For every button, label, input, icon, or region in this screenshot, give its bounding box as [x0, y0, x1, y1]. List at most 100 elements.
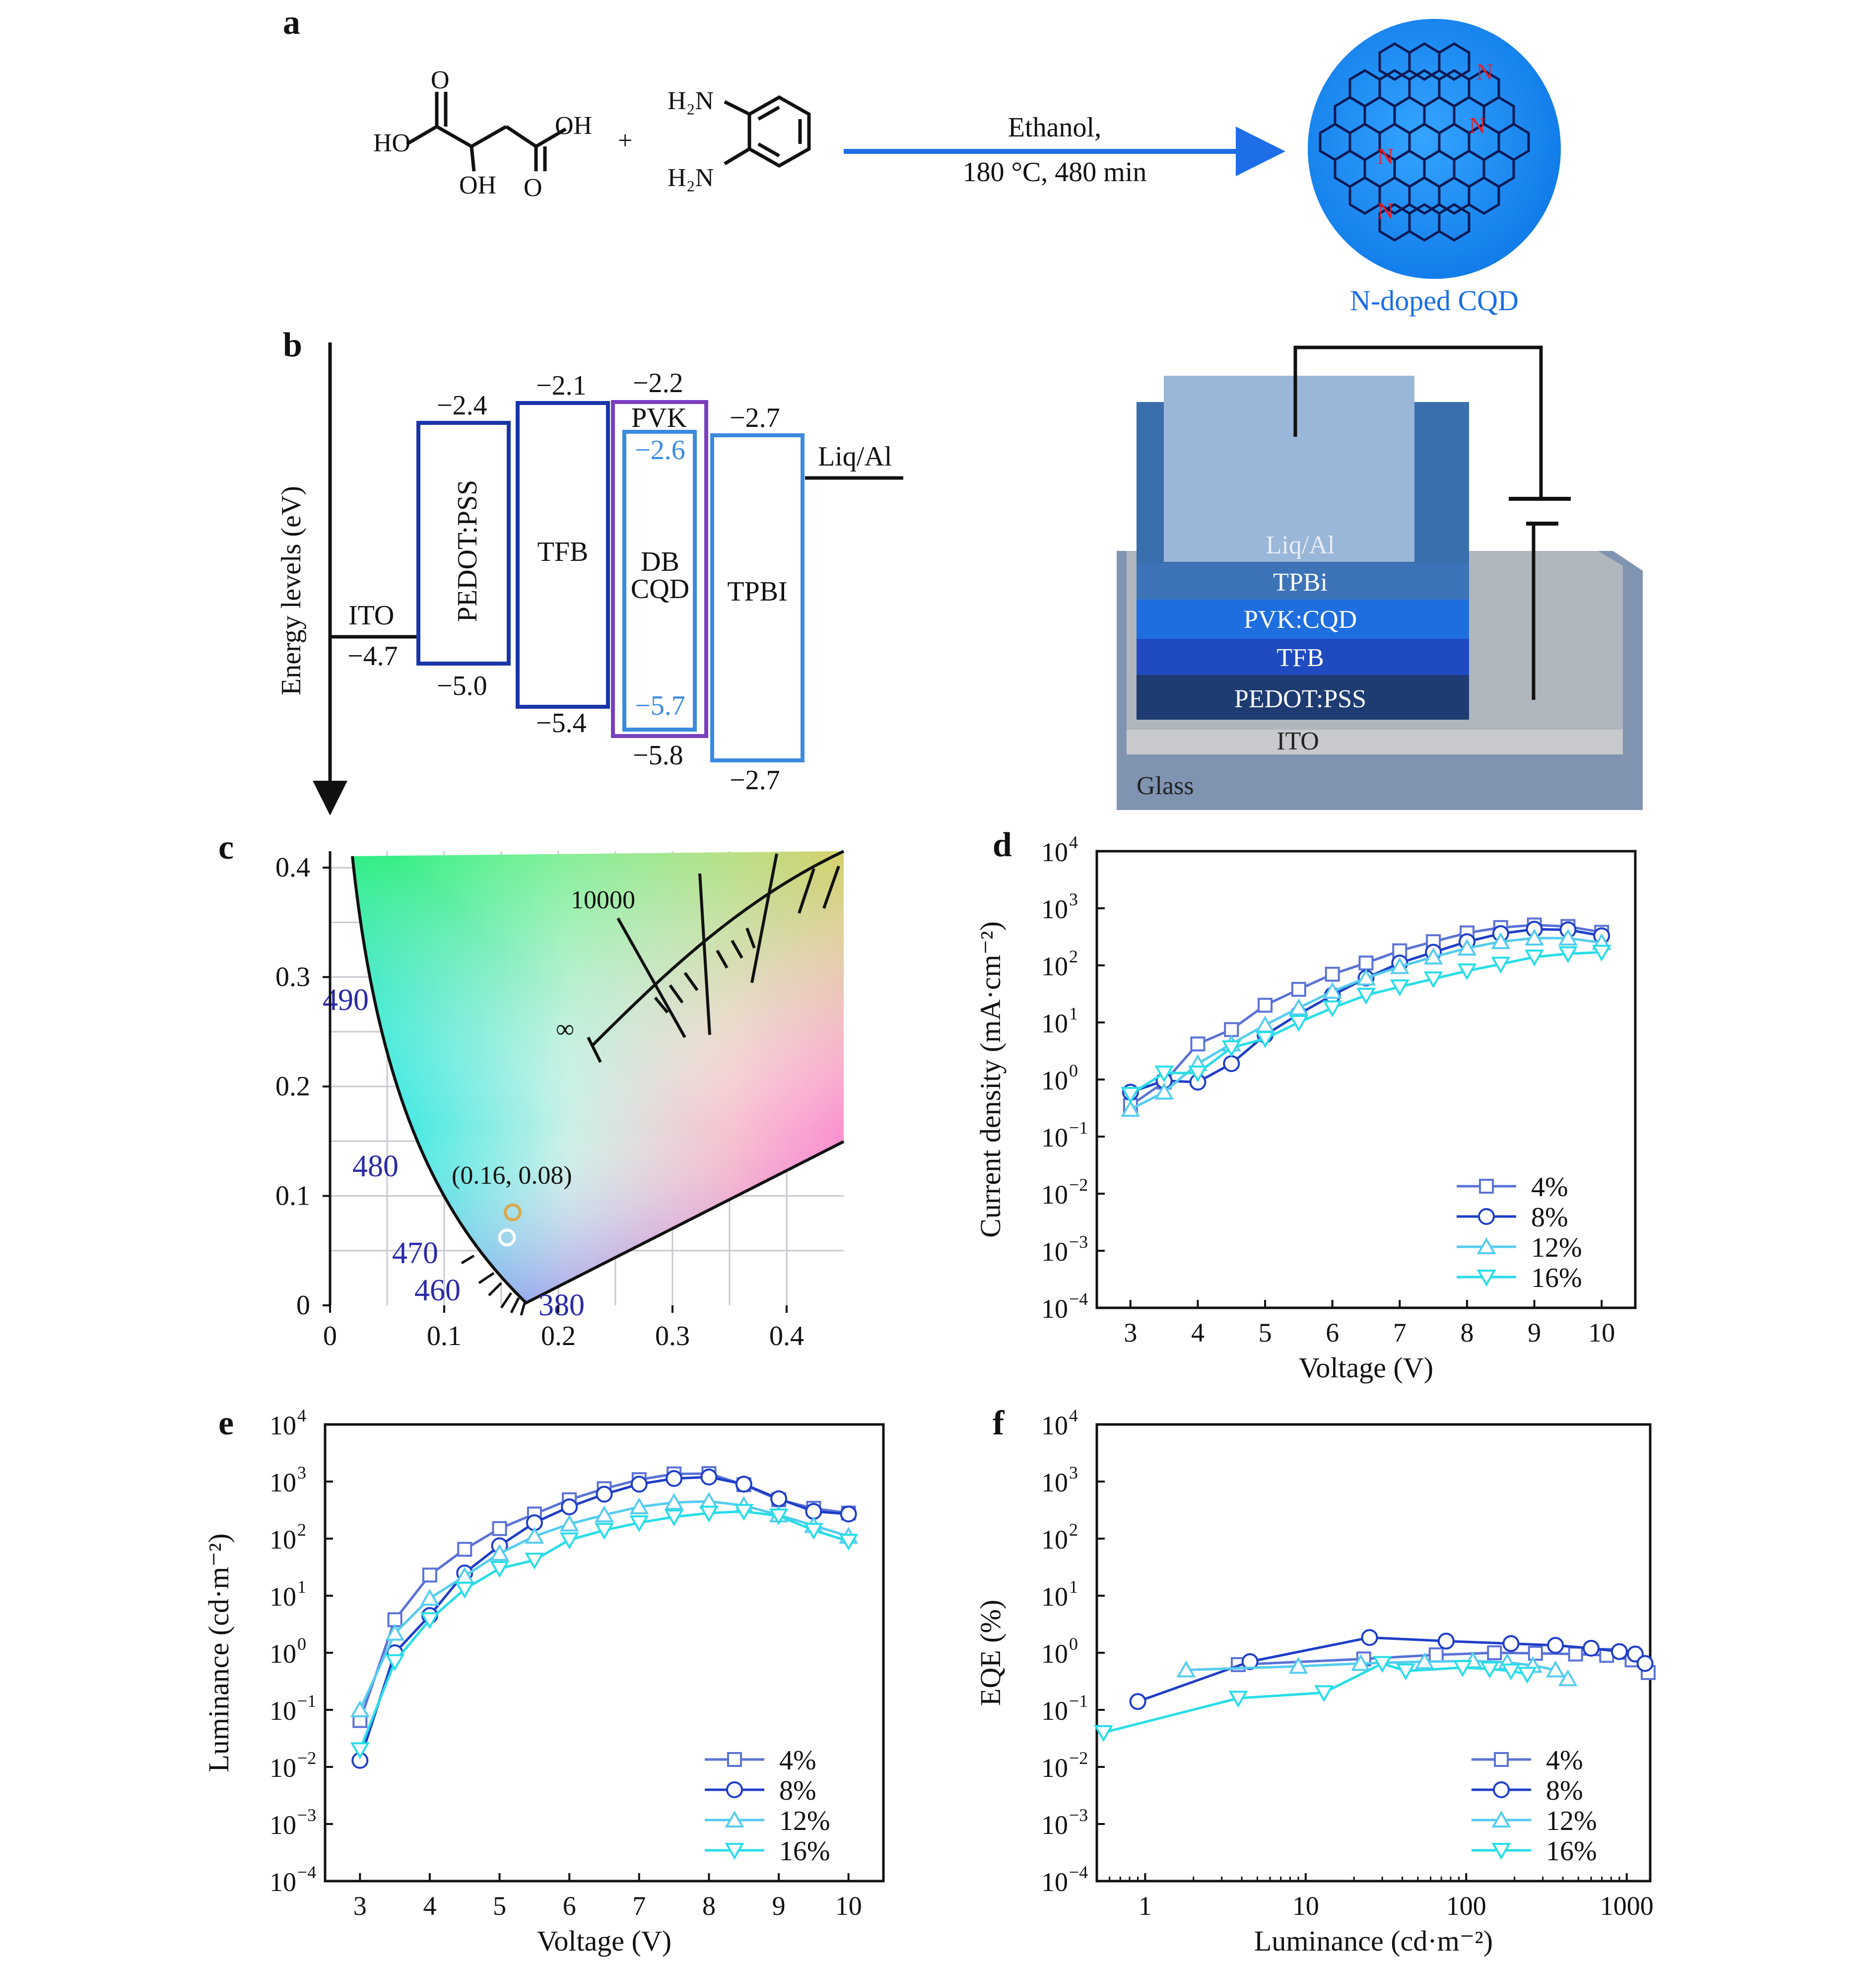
legend: 4%8%12%16% — [1472, 1745, 1597, 1867]
marker-triangle-up — [490, 1544, 510, 1561]
marker-triangle-down — [1558, 946, 1578, 963]
legend-label: 8% — [779, 1775, 816, 1806]
marker-triangle-down — [455, 1581, 474, 1599]
marker-triangle-up — [1356, 968, 1376, 986]
malic-o-bottom: O — [524, 174, 542, 202]
marker-triangle-down — [734, 1504, 754, 1521]
x-axis-title: Voltage (V) — [1299, 1352, 1433, 1384]
stack-label-tfb: TFB — [1276, 644, 1324, 672]
cie-x-tick-label: 0 — [323, 1321, 337, 1352]
legend-label: 4% — [779, 1745, 816, 1776]
x-tick-label: 1 — [1139, 1891, 1152, 1921]
marker-triangle-down — [1491, 1843, 1511, 1860]
cie-y-tick-label: 0 — [296, 1290, 310, 1321]
marker-triangle-down — [490, 1561, 510, 1578]
x-axis-title: Voltage (V) — [537, 1925, 671, 1957]
y-tick-exponent: −2 — [297, 1748, 316, 1768]
y-tick-exponent: 4 — [1069, 832, 1078, 852]
marker-square — [422, 1567, 437, 1583]
legend: 4%8%12%16% — [705, 1745, 830, 1867]
pvk-cqd-layer — [1137, 598, 1469, 639]
marker-circle — [1129, 1693, 1146, 1710]
y-tick-exponent: 4 — [1069, 1406, 1078, 1425]
condition-temperature-time: 180 °C, 480 min — [963, 157, 1147, 188]
marker-triangle-down — [1221, 1040, 1241, 1058]
marker-triangle-down — [769, 1508, 789, 1526]
y-tick-label: 10 — [1041, 1294, 1068, 1324]
marker-triangle-up — [525, 1527, 544, 1544]
x-tick-label: 9 — [1528, 1318, 1541, 1348]
marker-square — [1258, 998, 1273, 1013]
marker-triangle-up — [1176, 1660, 1196, 1678]
marker-triangle-up — [1121, 1100, 1140, 1117]
y-axis-title: Current density (mA·cm⁻²) — [974, 921, 1006, 1238]
y-tick-exponent: 0 — [297, 1634, 306, 1654]
y-tick-label: 10 — [269, 1753, 296, 1783]
tpbi-box — [710, 433, 804, 762]
marker-square — [1325, 966, 1340, 982]
circuit-wire-top — [1293, 345, 1543, 499]
y-tick-label: 10 — [269, 1810, 296, 1840]
marker-circle — [666, 1470, 683, 1487]
cqd-name-1: DB — [641, 546, 679, 577]
y-tick-exponent: −4 — [297, 1862, 316, 1882]
marker-triangle-down — [1289, 1015, 1309, 1032]
y-tick-exponent: 2 — [1069, 1520, 1078, 1540]
marker-circle — [770, 1490, 788, 1507]
y-tick-label: 10 — [1041, 837, 1068, 867]
y-tick-label: 10 — [1041, 1066, 1068, 1095]
pvk-top: −2.2 — [633, 368, 683, 399]
y-tick-label: 10 — [269, 1867, 296, 1897]
marker-triangle-up — [1525, 929, 1544, 946]
y-tick-exponent: 2 — [1069, 947, 1078, 966]
y-tick-exponent: 1 — [1069, 1004, 1078, 1023]
y-tick-exponent: −4 — [1069, 1862, 1088, 1882]
cie-coordinate-point — [504, 1203, 522, 1221]
y-tick-label: 10 — [1041, 1123, 1068, 1152]
tfb-top: −2.1 — [536, 370, 587, 401]
cie-points — [498, 1203, 522, 1247]
marker-triangle-down — [525, 1553, 544, 1570]
panel-a-label: a — [283, 3, 300, 42]
legend-label: 16% — [1531, 1263, 1582, 1293]
marker-circle — [1437, 1632, 1455, 1650]
cie-y-tick-label: 0.4 — [275, 852, 310, 883]
y-tick-exponent: −1 — [297, 1691, 316, 1711]
marker-square — [1291, 982, 1306, 997]
marker-square — [1358, 955, 1374, 971]
marker-triangle-down — [1255, 1031, 1275, 1048]
marker-triangle-down — [1188, 1065, 1207, 1082]
panel-d-chart: d10 −410 −310 −210 −110 010 110 210 310 43 4 5 6 7 8 9 1… — [974, 826, 1637, 1384]
marker-triangle-up — [1476, 1237, 1496, 1254]
n-doped-cqd-dot: N N N N — [1308, 19, 1561, 279]
y-tick-exponent: 3 — [1069, 889, 1078, 909]
y-tick-exponent: −3 — [1069, 1232, 1088, 1252]
marker-triangle-down — [1517, 1667, 1537, 1684]
cie-x-tick-label: 0.2 — [541, 1321, 576, 1352]
marker-triangle-down — [629, 1515, 649, 1532]
marker-circle — [1610, 1643, 1628, 1660]
y-tick-label: 10 — [269, 1468, 296, 1497]
cct-10000-label: 10000 — [571, 886, 635, 914]
marker-circle — [840, 1505, 857, 1523]
panel-a: a O HO OH OH O + H₂N H₂ — [283, 3, 1561, 317]
marker-triangle-up — [1491, 1810, 1511, 1827]
marker-triangle-down — [350, 1742, 370, 1759]
marker-triangle-up — [350, 1700, 370, 1717]
stack-label-liqal: Liq/Al — [1266, 531, 1335, 559]
ito-value: −4.7 — [347, 641, 398, 672]
y-tick-label: 10 — [1041, 1810, 1068, 1840]
y-tick-label: 10 — [1041, 1753, 1068, 1783]
y-tick-exponent: 1 — [1069, 1577, 1078, 1597]
x-tick-label: 5 — [493, 1891, 506, 1921]
pedot-top: −2.4 — [437, 390, 487, 421]
marker-triangle-up — [1289, 998, 1309, 1015]
y-tick-exponent: −1 — [1069, 1691, 1088, 1711]
legend-label: 12% — [1546, 1806, 1597, 1836]
n-atom-1: N — [1476, 59, 1493, 84]
series-16pct — [1121, 945, 1611, 1104]
y-tick-label: 10 — [1041, 951, 1068, 981]
x-tick-label: 8 — [702, 1891, 716, 1921]
device-stack: Liq/Al TPBi PVK:CQD TFB PEDOT:PSS ITO Gl… — [1117, 345, 1643, 810]
